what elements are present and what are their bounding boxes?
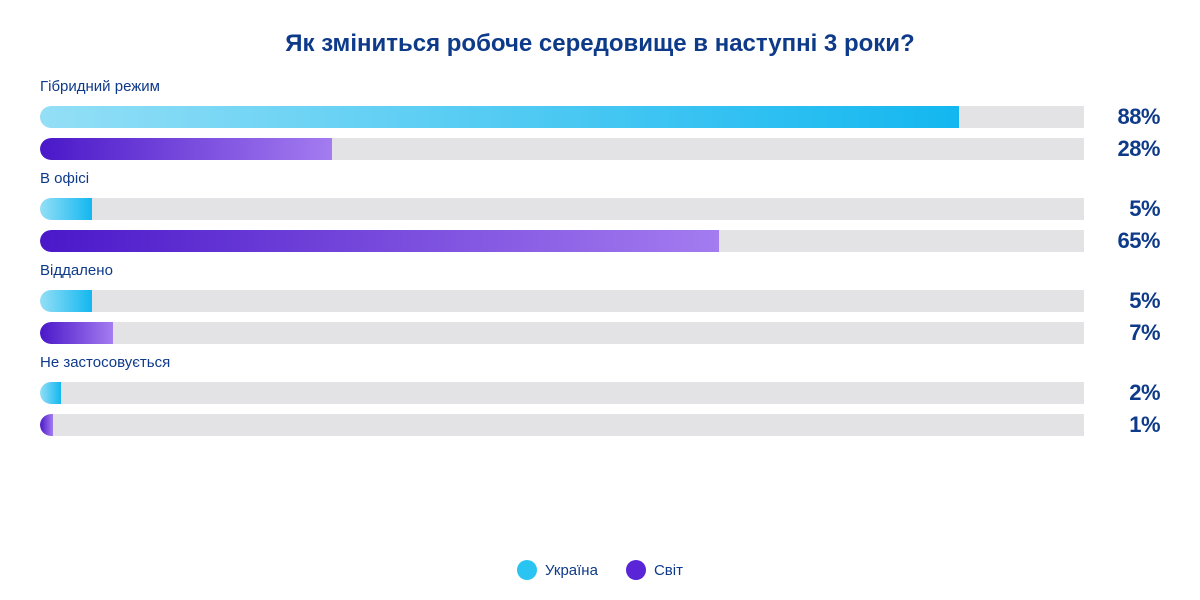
bar-track — [40, 290, 1084, 312]
bar-row-world: 7% — [40, 320, 1160, 346]
bar-value: 7% — [1098, 320, 1160, 346]
bar-row-ukraine: 2% — [40, 380, 1160, 406]
bar-fill-ukraine — [40, 198, 92, 220]
legend-label: Україна — [545, 562, 598, 579]
bar-fill-ukraine — [40, 106, 959, 128]
bar-fill-world — [40, 230, 719, 252]
category-label: В офісі — [40, 170, 1160, 187]
bar-value: 65% — [1098, 228, 1160, 254]
bar-track — [40, 106, 1084, 128]
bar-fill-world — [40, 322, 113, 344]
chart-body: Гібридний режим 88% 28% В офісі 5% 65% — [40, 76, 1160, 544]
bar-value: 88% — [1098, 104, 1160, 130]
bar-track — [40, 198, 1084, 220]
legend-label: Світ — [654, 562, 683, 579]
bar-value: 1% — [1098, 412, 1160, 438]
category-label: Гібридний режим — [40, 78, 1160, 95]
bar-value: 5% — [1098, 288, 1160, 314]
bar-value: 5% — [1098, 196, 1160, 222]
bar-row-world: 65% — [40, 228, 1160, 254]
bar-fill-world — [40, 138, 332, 160]
bar-fill-ukraine — [40, 382, 61, 404]
bar-row-ukraine: 5% — [40, 196, 1160, 222]
bar-value: 2% — [1098, 380, 1160, 406]
category-label: Віддалено — [40, 262, 1160, 279]
bar-track — [40, 230, 1084, 252]
bar-row-world: 28% — [40, 136, 1160, 162]
legend-item-ukraine: Україна — [517, 560, 598, 580]
bar-value: 28% — [1098, 136, 1160, 162]
bar-row-world: 1% — [40, 412, 1160, 438]
bar-fill-ukraine — [40, 290, 92, 312]
chart-title: Як зміниться робоче середовище в наступн… — [40, 30, 1160, 58]
bar-row-ukraine: 88% — [40, 104, 1160, 130]
bar-chart: Як зміниться робоче середовище в наступн… — [0, 0, 1200, 600]
bar-track — [40, 322, 1084, 344]
bar-track — [40, 414, 1084, 436]
chart-legend: Україна Світ — [40, 560, 1160, 580]
category-label: Не застосовується — [40, 354, 1160, 371]
bar-row-ukraine: 5% — [40, 288, 1160, 314]
bar-track — [40, 138, 1084, 160]
legend-dot-icon — [517, 560, 537, 580]
bar-track — [40, 382, 1084, 404]
bar-fill-world — [40, 414, 53, 436]
legend-dot-icon — [626, 560, 646, 580]
legend-item-world: Світ — [626, 560, 683, 580]
